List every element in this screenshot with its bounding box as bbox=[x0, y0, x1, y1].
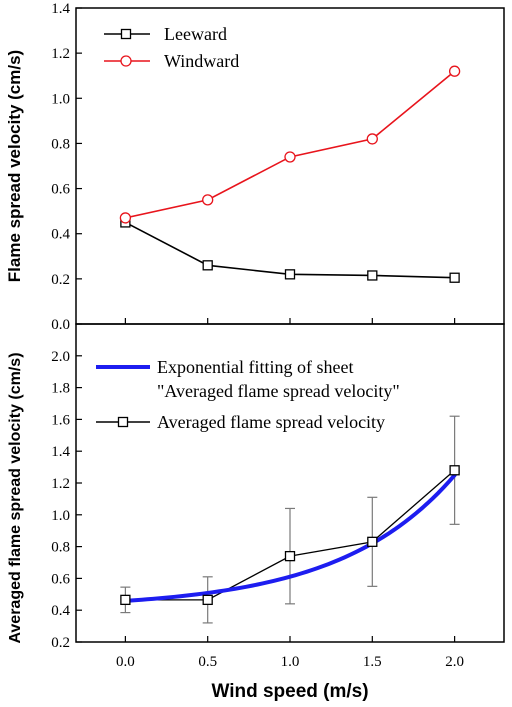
x-tick-label: 2.0 bbox=[445, 654, 464, 670]
averaged-point bbox=[202, 594, 213, 606]
y-tick-label: 1.0 bbox=[51, 508, 70, 524]
y-tick-label: 1.2 bbox=[51, 46, 70, 62]
leeward-point bbox=[449, 272, 460, 283]
y-tick-label: 1.8 bbox=[51, 381, 70, 397]
y-tick-label: 0.8 bbox=[51, 136, 70, 152]
averaged-point bbox=[284, 550, 296, 562]
top-y-axis-title: Flame spread velocity (cm/s) bbox=[5, 50, 24, 282]
legend-averaged-label: Averaged flame spread velocity bbox=[157, 412, 385, 432]
x-tick-label: 1.5 bbox=[363, 654, 382, 670]
windward-point bbox=[448, 65, 461, 77]
averaged-point bbox=[120, 594, 131, 606]
windward-point bbox=[366, 133, 378, 145]
legend-windward-label: Windward bbox=[164, 51, 239, 71]
averaged-point bbox=[449, 465, 460, 476]
x-tick-label: 0.5 bbox=[198, 654, 217, 670]
x-tick-label: 1.0 bbox=[281, 654, 300, 670]
y-tick-label: 0.0 bbox=[51, 317, 70, 333]
leeward-point bbox=[284, 269, 296, 280]
y-tick-label: 1.6 bbox=[51, 412, 70, 428]
windward-point bbox=[202, 194, 214, 206]
legend-fit-label-line-1: Exponential fitting of sheet bbox=[157, 357, 353, 377]
top-legend: Leeward Windward bbox=[104, 24, 239, 71]
legend-fit-label-line-2: "Averaged flame spread velocity" bbox=[157, 381, 400, 401]
y-tick-label: 2.0 bbox=[51, 349, 70, 365]
legend-square-marker bbox=[117, 416, 129, 428]
averaged-point bbox=[367, 536, 378, 547]
leeward-point bbox=[202, 260, 213, 271]
y-tick-label: 0.6 bbox=[51, 182, 70, 198]
x-tick-label: 0.0 bbox=[116, 654, 135, 670]
windward-line bbox=[125, 70, 456, 219]
y-tick-label: 1.4 bbox=[51, 1, 70, 17]
x-axis-title: Wind speed (m/s) bbox=[211, 681, 368, 702]
top-panel: 0.0 0.2 0.4 0.6 0.8 1.0 1.2 1.4 Flame spread ve… bbox=[5, 1, 505, 333]
leeward-point bbox=[367, 270, 378, 281]
legend-circle-marker bbox=[120, 55, 132, 67]
bottom-panel: 0.2 0.4 0.6 0.8 1.0 1.2 1.4 1.6 1.8 2.0 0.0 0.5 1.0 1… bbox=[7, 323, 505, 702]
y-tick-label: 0.8 bbox=[51, 540, 70, 556]
windward-point bbox=[119, 212, 132, 224]
y-tick-label: 0.4 bbox=[51, 227, 70, 243]
y-tick-label: 0.2 bbox=[51, 272, 70, 288]
windward-point bbox=[284, 151, 296, 163]
y-tick-label: 1.4 bbox=[51, 444, 70, 460]
bottom-y-axis-title: Averaged flame spread velocity (cm/s) bbox=[7, 352, 24, 643]
exponential-fit-curve bbox=[123, 473, 457, 603]
legend-square-marker bbox=[120, 28, 132, 40]
legend-leeward-label: Leeward bbox=[164, 24, 227, 44]
y-tick-label: 0.2 bbox=[51, 635, 70, 651]
y-tick-label: 0.6 bbox=[51, 571, 70, 587]
y-tick-label: 1.0 bbox=[51, 91, 70, 107]
y-tick-label: 1.2 bbox=[51, 476, 70, 492]
y-tick-label: 0.4 bbox=[51, 603, 70, 619]
bottom-legend: Exponential fitting of sheet "Averaged f… bbox=[96, 357, 400, 432]
